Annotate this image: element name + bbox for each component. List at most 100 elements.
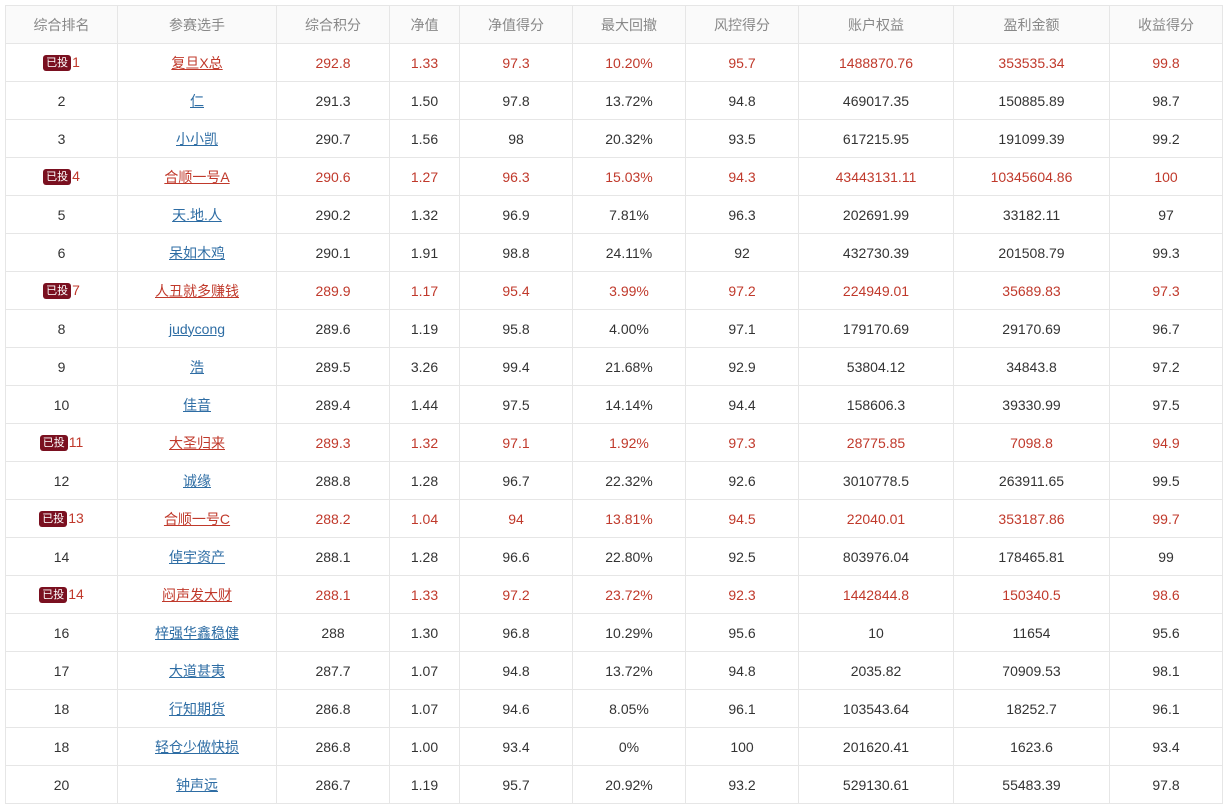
- return-score-cell: 97.3: [1109, 271, 1223, 310]
- drawdown-cell: 20.32%: [572, 119, 686, 158]
- nav-score-cell: 95.8: [459, 309, 573, 348]
- nav-cell: 1.30: [389, 613, 460, 652]
- player-link[interactable]: 大圣归来: [169, 434, 225, 451]
- score-cell: 290.6: [276, 157, 390, 196]
- nav-cell: 1.17: [389, 271, 460, 310]
- equity-cell: 1442844.8: [798, 575, 954, 614]
- rank-cell: 已投 14: [5, 575, 118, 614]
- player-link[interactable]: 浩: [190, 358, 204, 375]
- nav-score-cell: 94.8: [459, 651, 573, 690]
- player-link[interactable]: 呆如木鸡: [169, 244, 225, 261]
- player-cell: 梓强华鑫稳健: [117, 613, 277, 652]
- rank-cell: 6: [5, 233, 118, 272]
- player-cell: 浩: [117, 347, 277, 386]
- score-cell: 290.7: [276, 119, 390, 158]
- risk-score-cell: 95.6: [685, 613, 799, 652]
- risk-score-cell: 96.1: [685, 689, 799, 728]
- table-row: 5 天.地.人 290.2 1.32 96.9 7.81% 96.3 20269…: [5, 195, 1223, 234]
- nav-score-cell: 94.6: [459, 689, 573, 728]
- player-link[interactable]: 诚缘: [183, 472, 211, 489]
- player-link[interactable]: 行知期货: [169, 700, 225, 717]
- return-score-cell: 94.9: [1109, 423, 1223, 462]
- player-link[interactable]: 轻仓少做快损: [155, 738, 239, 755]
- return-score-cell: 99.7: [1109, 499, 1223, 538]
- table-row: 16 梓强华鑫稳健 288 1.30 96.8 10.29% 95.6 10 1…: [5, 613, 1223, 652]
- drawdown-cell: 10.29%: [572, 613, 686, 652]
- rank-value: 20: [53, 776, 70, 793]
- return-score-cell: 97.2: [1109, 347, 1223, 386]
- player-link[interactable]: 合顺一号C: [163, 510, 231, 527]
- nav-score-cell: 97.2: [459, 575, 573, 614]
- equity-cell: 2035.82: [798, 651, 954, 690]
- profit-cell: 201508.79: [953, 233, 1110, 272]
- player-cell: 大道甚夷: [117, 651, 277, 690]
- player-cell: 轻仓少做快损: [117, 727, 277, 766]
- header-player: 参赛选手: [117, 5, 277, 44]
- nav-score-cell: 95.4: [459, 271, 573, 310]
- risk-score-cell: 95.7: [685, 43, 799, 82]
- profit-cell: 35689.83: [953, 271, 1110, 310]
- rank-cell: 已投 13: [5, 499, 118, 538]
- player-link[interactable]: 小小凯: [176, 130, 218, 147]
- drawdown-cell: 13.81%: [572, 499, 686, 538]
- nav-cell: 1.07: [389, 689, 460, 728]
- return-score-cell: 97.8: [1109, 765, 1223, 804]
- drawdown-cell: 10.20%: [572, 43, 686, 82]
- player-cell: 呆如木鸡: [117, 233, 277, 272]
- nav-cell: 1.32: [389, 195, 460, 234]
- header-risk-score: 风控得分: [685, 5, 799, 44]
- rank-value: 5: [57, 206, 66, 223]
- equity-cell: 53804.12: [798, 347, 954, 386]
- profit-cell: 353535.34: [953, 43, 1110, 82]
- risk-score-cell: 97.2: [685, 271, 799, 310]
- rank-value: 14: [68, 586, 84, 602]
- table-row: 14 倬宇资产 288.1 1.28 96.6 22.80% 92.5 8039…: [5, 537, 1223, 576]
- rank-value: 1: [72, 54, 80, 70]
- nav-cell: 1.28: [389, 461, 460, 500]
- player-link[interactable]: 天.地.人: [172, 206, 222, 223]
- player-cell: 人丑就多赚钱: [117, 271, 277, 310]
- equity-cell: 201620.41: [798, 727, 954, 766]
- profit-cell: 55483.39: [953, 765, 1110, 804]
- header-profit: 盈利金额: [953, 5, 1110, 44]
- rank-value: 10: [53, 396, 70, 413]
- profit-cell: 70909.53: [953, 651, 1110, 690]
- player-link[interactable]: 复旦X总: [171, 54, 223, 71]
- player-cell: judycong: [117, 309, 277, 348]
- player-cell: 闷声发大财: [117, 575, 277, 614]
- drawdown-cell: 8.05%: [572, 689, 686, 728]
- risk-score-cell: 92.3: [685, 575, 799, 614]
- return-score-cell: 95.6: [1109, 613, 1223, 652]
- drawdown-cell: 15.03%: [572, 157, 686, 196]
- header-nav: 净值: [389, 5, 460, 44]
- rank-value: 2: [57, 92, 66, 109]
- player-cell: 复旦X总: [117, 43, 277, 82]
- return-score-cell: 97.5: [1109, 385, 1223, 424]
- score-cell: 289.3: [276, 423, 390, 462]
- score-cell: 288.1: [276, 537, 390, 576]
- return-score-cell: 97: [1109, 195, 1223, 234]
- player-link[interactable]: 钟声远: [176, 776, 218, 793]
- player-link[interactable]: 人丑就多赚钱: [155, 282, 239, 299]
- score-cell: 288.1: [276, 575, 390, 614]
- equity-cell: 224949.01: [798, 271, 954, 310]
- player-cell: 小小凯: [117, 119, 277, 158]
- nav-score-cell: 94: [459, 499, 573, 538]
- player-link[interactable]: 大道甚夷: [169, 662, 225, 679]
- player-link[interactable]: judycong: [168, 320, 226, 337]
- player-link[interactable]: 梓强华鑫稳健: [155, 624, 239, 641]
- rank-cell: 已投 1: [5, 43, 118, 82]
- player-link[interactable]: 倬宇资产: [169, 548, 225, 565]
- return-score-cell: 100: [1109, 157, 1223, 196]
- player-link[interactable]: 合顺一号A: [164, 168, 230, 185]
- header-return-score: 收益得分: [1109, 5, 1223, 44]
- return-score-cell: 99.2: [1109, 119, 1223, 158]
- player-link[interactable]: 仁: [190, 92, 204, 109]
- nav-cell: 1.04: [389, 499, 460, 538]
- player-link[interactable]: 佳音: [183, 396, 211, 413]
- rank-cell: 已投 11: [5, 423, 118, 462]
- profit-cell: 150340.5: [953, 575, 1110, 614]
- return-score-cell: 93.4: [1109, 727, 1223, 766]
- player-link[interactable]: 闷声发大财: [162, 586, 232, 603]
- player-cell: 佳音: [117, 385, 277, 424]
